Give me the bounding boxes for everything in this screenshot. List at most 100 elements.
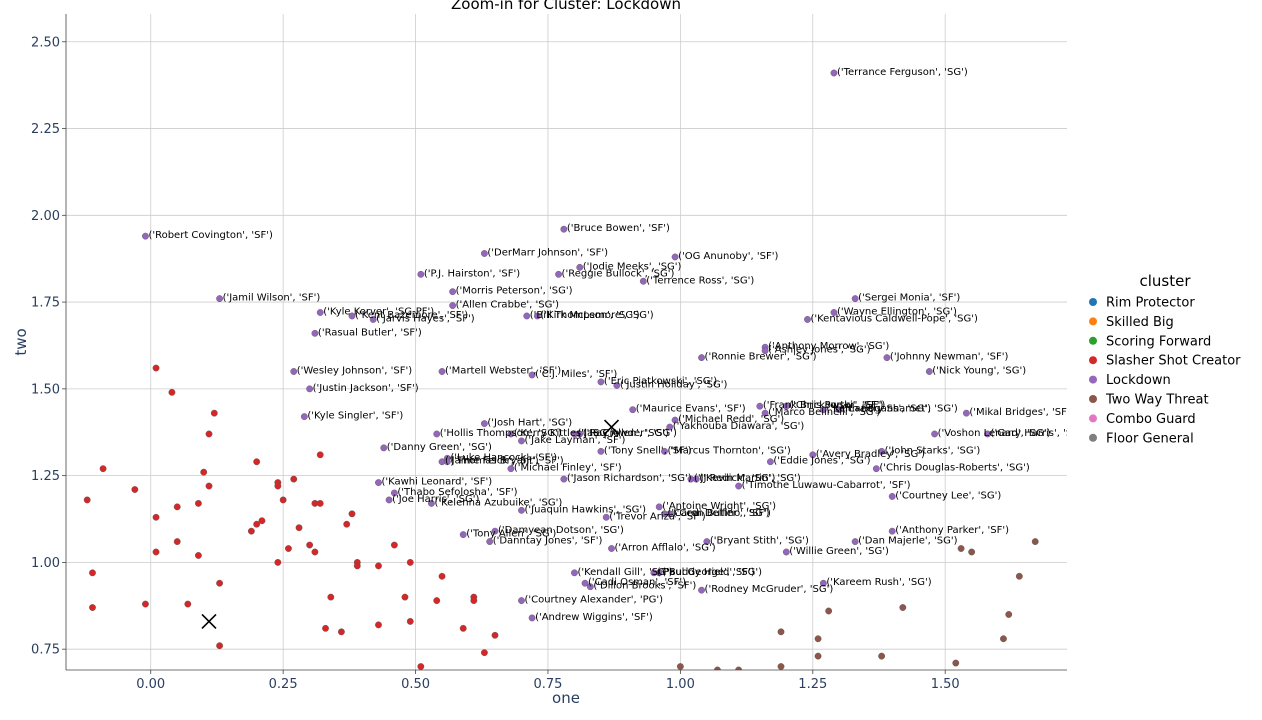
data-point [851, 295, 859, 303]
point-label: ('Thomas Bryant', 'SF') [450, 456, 563, 467]
point-label: ('Kendall Gill', 'SG') [577, 567, 672, 578]
data-point [311, 548, 319, 556]
data-point [353, 562, 361, 570]
point-label: ('Cedi Delfino', 'SF') [673, 508, 771, 519]
point-label: ('Allen Crabbe', 'SG') [456, 300, 559, 311]
legend-marker [1089, 356, 1097, 365]
data-point [1005, 611, 1013, 618]
legend-entry-label: Floor General [1106, 431, 1194, 446]
data-point [872, 465, 880, 473]
point-label: ('Yakhouba Diawara', 'SG') [673, 421, 805, 432]
y-tick-label: 1.75 [31, 296, 60, 311]
point-label: ('Hollis Thompson', 'SG') [440, 428, 562, 439]
data-point [216, 579, 223, 587]
data-point [258, 517, 266, 525]
data-point [481, 649, 488, 657]
data-point [528, 371, 536, 379]
data-point [247, 527, 255, 535]
axes: 0.00 0.25 0.50 0.75 1.00 1.25 1.50 0.75 1.00 1.25… [31, 14, 1067, 692]
point-label: ('Anthony Parker', 'SF') [895, 525, 1009, 536]
data-point [295, 524, 303, 532]
data-point [486, 538, 494, 545]
point-label: ('Terrence Ross', 'SG') [646, 275, 754, 286]
data-point [507, 430, 515, 438]
data-point [666, 423, 674, 431]
point-label: ('Cadi Osman', 'SF') [588, 577, 686, 588]
point-label: ('Josh Hart', 'SG') [487, 418, 572, 429]
data-point [285, 545, 292, 552]
data-point [518, 506, 525, 514]
data-point [173, 503, 181, 511]
point-label: ('Ronnie Brewer', 'SG') [705, 352, 817, 363]
point-label: ('Joe Harris', 'SG') [392, 494, 479, 505]
data-point [1000, 635, 1007, 643]
point-label: ('Wesley Johnson', 'SF') [297, 366, 412, 377]
data-point [782, 402, 790, 410]
legend-marker [1089, 433, 1097, 442]
data-point [597, 447, 605, 455]
data-point [481, 420, 488, 427]
point-label: ('Bryant Stith', 'SG') [710, 536, 809, 547]
data-point [814, 652, 822, 660]
data-point [1015, 572, 1023, 580]
data-point [888, 493, 896, 500]
legend-title: cluster [1139, 272, 1191, 290]
y-tick-label: 1.00 [31, 556, 60, 571]
point-label: ('Keith Bogans', 'SG') [826, 404, 931, 415]
data-point [306, 541, 314, 549]
point-label: ('Courtney Lee', 'SG') [895, 490, 1001, 501]
point-label: ('Reggie Bullock', 'SG') [562, 268, 675, 279]
point-label: ('Morris Peterson', 'SG') [456, 286, 573, 297]
data-point [1031, 538, 1039, 545]
data-point [433, 597, 441, 604]
point-label: ('OG Anunoby', 'SF') [678, 251, 778, 262]
data-point [417, 663, 425, 670]
point-label: ('Luke Hancock', 'SF') [450, 452, 557, 463]
data-point [216, 642, 223, 650]
point-labels-layer: ('Terrance Ferguson', 'SG') ('Robert Covi… [148, 67, 1067, 623]
data-point [698, 354, 705, 362]
x-tick-label: 0.00 [136, 677, 165, 692]
data-point [851, 538, 859, 545]
data-point [968, 548, 976, 556]
point-label: ('Andrew Wiggins', 'SF') [535, 612, 653, 623]
data-point [369, 316, 377, 323]
point-label: ('Kyle Korver', 'SG-PF') [323, 306, 434, 317]
data-point [481, 250, 488, 257]
point-label: ('Bill Thompson', 'SG') [530, 310, 640, 321]
point-label: ('Kirk McLemore', 'SG') [540, 310, 653, 321]
data-point [406, 618, 414, 625]
legend-marker [1089, 336, 1097, 345]
y-tick-label: 1.25 [31, 469, 60, 484]
point-label: ('Kareem Rush', 'SG') [826, 577, 931, 588]
data-point [888, 527, 896, 535]
legend-entry-label: Scoring Forward [1106, 334, 1211, 349]
x-tick-label: 0.75 [533, 677, 562, 692]
point-label: ('JJ Redick', 'SG') [694, 473, 775, 484]
data-point [438, 572, 446, 580]
data-point [152, 364, 160, 372]
point-label: ('Tony Snell', 'SF') [604, 445, 692, 456]
data-point [518, 597, 525, 604]
point-label: ('Thabo Sefolosha', 'SF') [397, 487, 517, 498]
x-tick-label: 1.00 [666, 677, 695, 692]
data-point [962, 409, 970, 417]
data-point [200, 468, 208, 476]
data-point [571, 569, 578, 577]
data-point [322, 624, 329, 632]
data-point [825, 607, 833, 615]
data-point [676, 663, 684, 670]
point-label: ('Rasual Butler', 'SF') [318, 327, 422, 338]
x-tick-label: 0.50 [401, 677, 430, 692]
data-point [819, 406, 827, 414]
point-label: ('Nick Young', 'SG') [932, 366, 1026, 377]
data-point [698, 586, 705, 594]
data-point [343, 520, 351, 528]
point-label: ('Chris Douglas-Roberts', 'SG') [879, 463, 1030, 474]
data-point [586, 583, 594, 591]
data-point [931, 430, 938, 438]
point-label: ('Willie Green', 'SG') [789, 546, 889, 557]
point-label: ('Wayne Ellington', 'SG') [837, 306, 957, 317]
data-point [375, 479, 382, 486]
data-point [195, 499, 202, 507]
